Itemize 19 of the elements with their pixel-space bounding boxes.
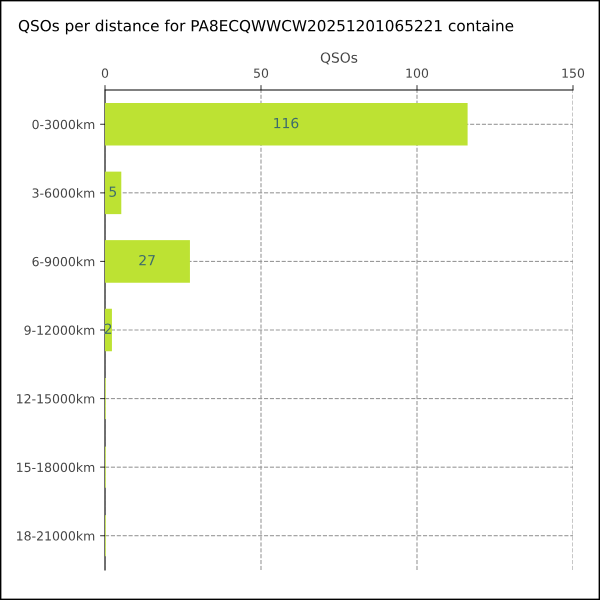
x-tick-label: 150 xyxy=(562,68,584,78)
data-label: 27 xyxy=(139,254,155,266)
x-tick-label: 100 xyxy=(406,68,428,78)
bar xyxy=(105,172,122,214)
bar xyxy=(105,240,190,283)
chart-title: QSOs per distance for PA8ECQWWCW20251201065221 containe xyxy=(18,20,514,34)
y-tick-label: 3-6000km xyxy=(32,188,94,198)
bar xyxy=(105,103,468,146)
x-tick-label: 50 xyxy=(254,68,268,78)
x-axis-title: QSOs xyxy=(320,52,358,64)
y-tick-label: 0-3000km xyxy=(32,120,94,130)
data-label: 116 xyxy=(274,118,298,128)
data-label: 5 xyxy=(109,186,116,197)
x-tick-label: 0 xyxy=(102,68,108,78)
y-tick-label: 15-18000km xyxy=(17,462,94,472)
y-tick-label: 9-12000km xyxy=(24,325,94,335)
y-tick-label: 6-9000km xyxy=(32,256,94,266)
y-tick-label: 12-15000km xyxy=(17,394,94,404)
y-tick-label: 18-21000km xyxy=(17,530,94,541)
